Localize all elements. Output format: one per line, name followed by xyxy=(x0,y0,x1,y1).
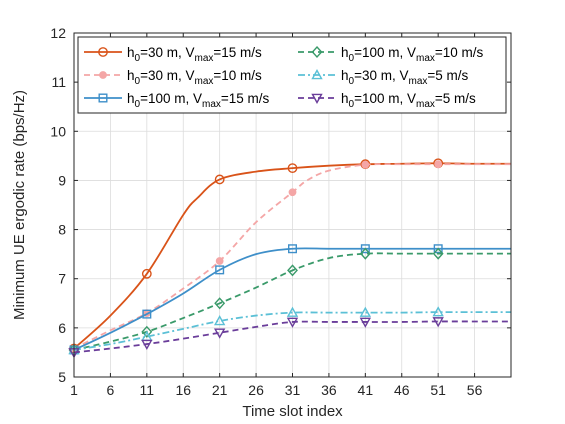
legend-item-4: h0=100 m, Vmax=10 m/s xyxy=(298,45,484,64)
data-point-marker xyxy=(359,306,372,317)
x-tick-label: 26 xyxy=(248,382,264,398)
data-point-marker xyxy=(99,71,107,79)
legend-label: h0=100 m, Vmax=15 m/s xyxy=(127,91,270,110)
data-point-marker xyxy=(359,317,372,328)
legend-label: h0=30 m, Vmax=5 m/s xyxy=(341,68,469,87)
legend-label: h0=100 m, Vmax=5 m/s xyxy=(341,91,476,110)
data-point-marker xyxy=(311,45,323,59)
data-point-marker xyxy=(141,325,153,338)
data-point-marker xyxy=(311,93,323,104)
data-point-marker xyxy=(213,315,226,326)
x-tick-label: 1 xyxy=(70,382,78,398)
y-tick-label: 6 xyxy=(58,320,66,336)
x-tick-label: 41 xyxy=(358,382,374,398)
data-point-marker xyxy=(432,306,444,317)
legend-item-1: h0=30 m, Vmax=15 m/s xyxy=(84,45,262,64)
x-tick-label: 51 xyxy=(430,382,446,398)
data-point-marker xyxy=(288,188,297,197)
x-tick-label: 31 xyxy=(285,382,301,398)
data-point-marker xyxy=(214,297,226,310)
data-point-marker xyxy=(361,160,370,169)
y-axis-title: Minimum UE ergodic rate (bps/Hz) xyxy=(11,90,28,320)
x-tick-label: 46 xyxy=(394,382,410,398)
y-tick-label: 10 xyxy=(50,123,66,139)
x-tick-label: 16 xyxy=(175,382,191,398)
y-tick-label: 5 xyxy=(58,369,66,385)
data-point-marker xyxy=(359,247,371,260)
data-point-marker xyxy=(142,309,152,319)
data-point-marker xyxy=(287,163,298,174)
data-point-marker xyxy=(215,257,224,265)
series-line xyxy=(73,320,511,354)
x-tick-label: 56 xyxy=(467,382,483,398)
data-point-marker xyxy=(360,244,370,254)
legend-item-5: h0=30 m, Vmax=5 m/s xyxy=(298,68,469,87)
x-tick-label: 36 xyxy=(321,382,337,398)
series-line xyxy=(73,311,511,351)
y-tick-label: 8 xyxy=(58,222,66,238)
y-tick-label: 7 xyxy=(58,271,66,287)
data-point-marker xyxy=(433,244,443,254)
legend-label: h0=30 m, Vmax=15 m/s xyxy=(127,45,262,64)
data-point-marker xyxy=(434,160,443,169)
legend-item-6: h0=100 m, Vmax=5 m/s xyxy=(298,91,476,110)
data-point-marker xyxy=(287,264,298,277)
data-point-marker xyxy=(213,328,226,339)
x-tick-label: 6 xyxy=(107,382,115,398)
data-point-marker xyxy=(214,174,225,185)
legend: h0=30 m, Vmax=15 m/s h0=30 m, Vmax=10 m/s… xyxy=(77,36,507,114)
data-point-marker xyxy=(288,244,298,254)
x-tick-label: 11 xyxy=(140,382,155,398)
data-point-marker xyxy=(141,339,153,351)
x-axis-title: Time slot index xyxy=(242,403,343,420)
y-tick-label: 9 xyxy=(58,172,66,188)
data-point-marker xyxy=(311,69,323,80)
legend-label: h0=30 m, Vmax=10 m/s xyxy=(127,68,262,87)
data-point-marker xyxy=(286,317,299,328)
legend-item-2: h0=30 m, Vmax=10 m/s xyxy=(84,68,262,87)
legend-item-3: h0=100 m, Vmax=15 m/s xyxy=(84,91,270,110)
y-tick-label: 11 xyxy=(51,74,66,90)
data-point-marker xyxy=(98,47,108,57)
data-point-marker xyxy=(432,247,444,260)
y-tick-label: 12 xyxy=(50,25,66,41)
data-point-marker xyxy=(286,306,299,317)
data-point-marker xyxy=(98,93,108,103)
legend-box xyxy=(77,36,507,114)
data-point-marker xyxy=(432,317,444,328)
data-point-marker xyxy=(215,265,225,275)
x-tick-label: 21 xyxy=(212,382,228,398)
data-point-marker xyxy=(141,268,152,279)
legend-label: h0=100 m, Vmax=10 m/s xyxy=(341,45,484,64)
